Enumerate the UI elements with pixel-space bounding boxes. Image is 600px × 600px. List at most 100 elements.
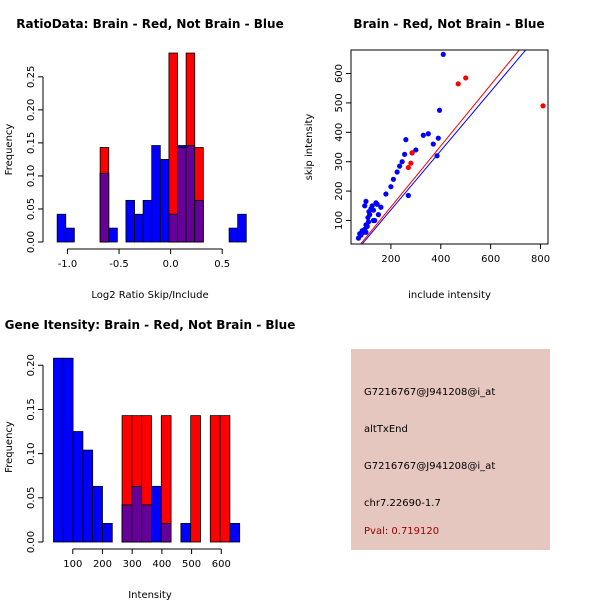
red-bar-2-6 [219,415,231,543]
blue-point-27 [399,159,405,165]
x-tick-label-2-2: 300 [123,559,142,570]
overlap-bar-0-4 [194,199,204,243]
event-type: altTxEnd [364,424,408,435]
red-bar-2-5 [209,415,221,543]
red-point-4 [463,75,469,81]
x-tick-label-0-1: -0.5 [109,259,129,270]
blue-point-24 [390,176,396,182]
probe-id-2: G7216767@J941208@i_at [364,461,496,472]
y-tick-label-1-1: 200 [334,182,345,201]
y-tick-label-0-0: 0.00 [26,231,37,253]
pval-text: Pval: 0.719120 [364,526,440,537]
blue-bar-2-0 [53,357,64,543]
blue-point-37 [435,135,441,141]
x-tick-label-0-2: 0.0 [163,259,179,270]
y-tick-label-1-3: 400 [334,123,345,142]
blue-point-26 [397,163,403,169]
x-axis-label-2: Intensity [128,590,172,600]
x-tick-label-1-2: 600 [481,254,500,265]
overlap-bar-0-2 [177,147,187,243]
blue-point-35 [430,141,436,147]
chart-title-1: Brain - Red, Not Brain - Blue [353,17,544,31]
blue-bar-0-1 [65,227,75,243]
blue-point-23 [388,184,394,190]
y-tick-label-2-2: 0.10 [26,442,37,464]
y-tick-label-0-5: 0.25 [26,66,37,88]
x-axis-label-1: include intensity [408,290,491,301]
overlap-bar-2-3 [160,523,172,543]
y-tick-label-0-1: 0.05 [26,198,37,220]
x-tick-label-0-0: -1.0 [58,259,78,270]
genomic-location: chr7.22690-1.7 [364,498,441,509]
y-tick-label-1-4: 500 [334,93,345,112]
blue-point-21 [378,204,384,210]
blue-point-20 [363,198,369,204]
overlap-bar-0-0 [99,172,110,243]
blue-point-9 [363,229,369,235]
x-tick-label-2-3: 400 [152,559,171,570]
y-tick-label-2-1: 0.05 [26,487,37,509]
blue-bar-2-4 [92,485,103,543]
y-tick-label-1-2: 300 [334,152,345,171]
red-point-3 [455,81,461,87]
blue-bar-0-5 [134,213,144,243]
y-axis-label-1: skip intensity [304,114,315,181]
blue-bar-2-11 [180,523,192,543]
blue-bar-2-12 [229,523,241,543]
x-tick-label-1-0: 200 [381,254,400,265]
y-tick-label-0-4: 0.20 [26,99,37,121]
x-tick-label-2-5: 600 [212,559,231,570]
red-bar-2-4 [190,415,201,543]
x-tick-label-1-1: 400 [431,254,450,265]
blue-point-34 [425,131,431,137]
x-tick-label-2-4: 500 [182,559,201,570]
blue-point-28 [402,151,408,157]
blue-bar-0-4 [125,199,135,243]
blue-bar-0-3 [108,227,118,243]
blue-point-30 [405,192,411,199]
probe-id: G7216767@J941208@i_at [364,387,496,398]
blue-bar-2-1 [62,357,74,543]
x-axis-label-0: Log2 Ratio Skip/Include [91,290,208,301]
blue-bar-0-6 [142,199,153,243]
blue-point-36 [434,153,440,159]
blue-point-29 [403,137,409,143]
blue-point-8 [365,219,372,225]
blue-point-15 [370,207,377,213]
red-point-0 [405,164,411,171]
blue-point-18 [374,201,380,207]
plot-box-1 [350,49,549,245]
blue-bar-0-7 [151,145,161,243]
blue-point-12 [367,212,373,218]
y-tick-label-2-0: 0.00 [26,531,37,553]
overlap-bar-2-2 [141,504,152,543]
blue-bar-2-3 [82,449,94,543]
x-tick-label-2-0: 100 [63,559,82,570]
blue-point-40 [362,203,368,209]
fit-line-blue [361,50,527,244]
fit-line-red [359,50,520,244]
blue-bar-0-13 [228,227,239,243]
red-point-2 [409,150,415,156]
blue-point-41 [370,217,377,224]
blue-bar-2-2 [72,431,84,543]
blue-point-7 [364,223,370,229]
x-tick-label-2-1: 200 [93,559,112,570]
blue-point-38 [436,107,443,113]
blue-point-25 [394,169,400,175]
red-bar-0-1 [168,52,178,243]
blue-bar-0-0 [56,213,67,243]
y-axis-label-2: Frequency [4,421,15,473]
blue-point-33 [420,132,426,138]
x-tick-label-0-3: 0.5 [214,259,230,270]
blue-point-19 [375,212,382,218]
overlap-bar-2-0 [121,504,133,543]
blue-point-32 [413,147,419,153]
blue-bar-0-14 [237,213,247,243]
y-tick-label-2-3: 0.15 [26,398,37,420]
y-tick-label-0-3: 0.15 [26,132,37,154]
y-tick-label-1-0: 100 [334,211,345,230]
blue-point-22 [383,191,389,197]
y-tick-label-1-5: 600 [334,64,345,83]
